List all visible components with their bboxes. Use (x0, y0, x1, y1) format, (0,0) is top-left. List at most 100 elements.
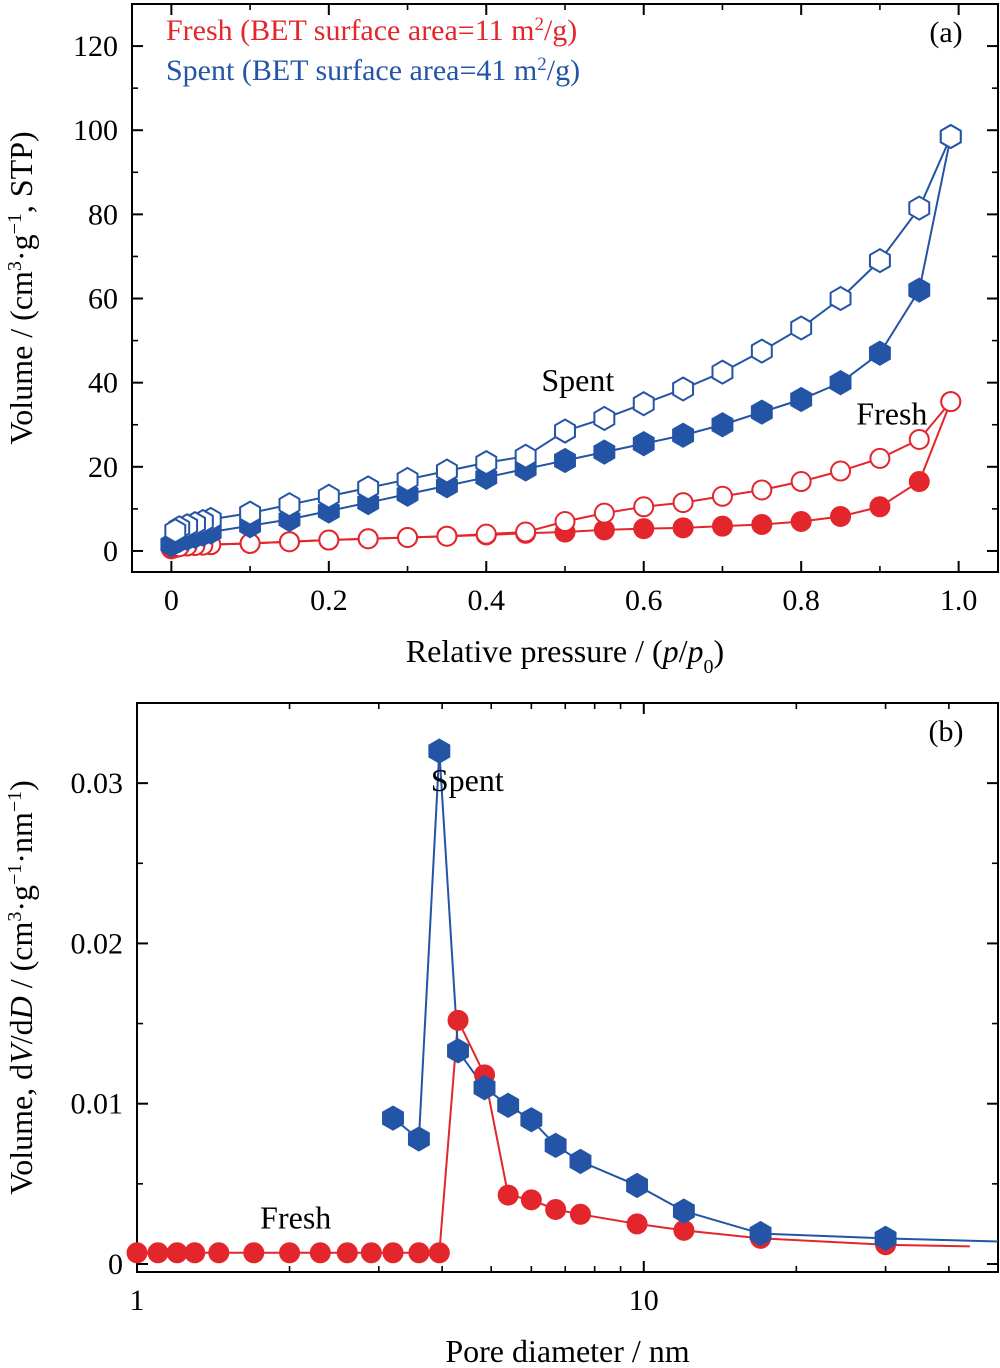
y-axis-title: Volume, dV/dD / (cm3·g−1·nm−1) (3, 780, 39, 1195)
data-point-fresh (184, 1242, 206, 1264)
y-axis-title-part-9: −1 (4, 791, 26, 812)
y-tick-label: 80 (88, 198, 118, 231)
y-axis-title: Volume / (cm3·g−1, STP) (3, 131, 39, 444)
data-point-spent (239, 500, 262, 526)
x-tick-label: 0.8 (782, 584, 820, 617)
x-tick-label: 1.0 (940, 584, 978, 617)
data-point-spent (790, 315, 813, 341)
annotation-spent: Spent (431, 762, 504, 798)
data-point-fresh (711, 485, 733, 507)
x-axis-title-part-1: p (661, 633, 679, 669)
data-point-spent (908, 277, 931, 303)
data-point-fresh (166, 1242, 188, 1264)
plot-frame (131, 3, 999, 573)
data-point-spent (750, 399, 773, 425)
panel-label: (a) (929, 16, 962, 49)
markers-spent-desorption (164, 123, 962, 544)
x-tick-label: 10 (629, 1284, 659, 1317)
y-tick-label: 20 (88, 451, 118, 484)
legend-sup: 2 (537, 54, 547, 75)
data-point-fresh (751, 479, 773, 501)
legend-entry-fresh: Fresh (BET surface area=11 m2/g) (166, 14, 577, 48)
y-axis-title-part-2: /d (3, 1019, 39, 1044)
data-point-fresh (126, 1242, 148, 1264)
data-point-fresh (545, 1198, 567, 1220)
data-point-fresh (554, 511, 576, 533)
data-point-spent (520, 1107, 543, 1133)
y-axis-title-part-2: ·g (3, 234, 39, 261)
data-point-spent (475, 449, 498, 476)
data-point-spent (749, 1220, 772, 1247)
data-point-spent (544, 1132, 567, 1159)
y-axis-title-part-1: 3 (4, 261, 26, 271)
data-point-spent (396, 466, 419, 493)
y-tick-label: 0.03 (71, 767, 124, 800)
y-tick-label: 60 (88, 283, 118, 316)
data-point-spent (711, 359, 734, 385)
data-point-fresh (497, 1184, 519, 1206)
data-point-spent (428, 738, 451, 764)
x-axis-title-part-0: Pore diameter / nm (445, 1333, 689, 1368)
annotation-spent: Spent (541, 362, 614, 398)
data-point-spent (632, 431, 655, 457)
data-point-fresh (515, 521, 537, 543)
data-point-fresh (830, 505, 852, 527)
data-point-fresh (408, 1242, 430, 1264)
data-point-fresh (593, 502, 615, 524)
data-point-spent (750, 338, 773, 364)
y-axis-title-part-5: 3 (4, 912, 26, 922)
data-point-fresh (626, 1213, 648, 1235)
data-point-spent (382, 1105, 404, 1131)
data-point-fresh (447, 1009, 469, 1031)
data-point-fresh (309, 1242, 331, 1264)
data-point-fresh (278, 531, 300, 553)
y-tick-label: 40 (88, 367, 118, 400)
series-spent-adsorption (170, 136, 952, 546)
legend-text: Fresh (BET surface area=11 m (166, 14, 534, 47)
data-point-fresh (318, 529, 340, 551)
data-point-spent (711, 412, 734, 438)
data-point-fresh (208, 1242, 230, 1264)
data-point-spent (447, 1038, 469, 1064)
y-axis-title-part-1: V (3, 1041, 39, 1064)
series-spent (392, 751, 998, 1243)
data-point-spent (554, 418, 576, 444)
data-point-fresh (336, 1242, 358, 1264)
markers-spent (382, 738, 897, 1251)
y-axis-title-part-0: Volume / (cm (3, 271, 39, 445)
legend-text-end: /g) (544, 14, 577, 47)
data-point-spent (593, 405, 616, 432)
data-point-spent (790, 386, 813, 413)
data-point-fresh (360, 1242, 382, 1264)
x-axis-title-part-5: ) (714, 633, 725, 669)
y-tick-label: 0 (103, 535, 118, 568)
data-point-fresh (520, 1189, 542, 1211)
series-line-spent (392, 751, 998, 1243)
data-point-spent (672, 1198, 695, 1224)
x-tick-label: 0.6 (625, 584, 663, 617)
x-axis-title-part-4: 0 (704, 656, 714, 678)
data-point-spent (626, 1172, 649, 1199)
data-point-fresh (475, 523, 497, 545)
annotation-fresh: Fresh (260, 1200, 331, 1236)
data-point-fresh (428, 1242, 450, 1264)
panel-a-isotherm: 0 0.2 0.4 0.6 0.8 1.0020406080100120Relative … (3, 3, 999, 678)
data-point-spent (672, 422, 695, 448)
y-tick-label: 0.02 (71, 927, 124, 960)
data-point-fresh (382, 1242, 404, 1264)
data-point-spent (278, 492, 301, 518)
y-axis-title-part-8: ·nm (3, 812, 39, 864)
data-point-fresh (436, 525, 458, 547)
data-point-fresh (711, 515, 733, 537)
y-axis-title-part-10: ) (3, 780, 39, 791)
data-point-spent (632, 391, 655, 417)
data-point-spent (908, 195, 931, 221)
annotation-fresh: Fresh (856, 396, 927, 432)
data-point-fresh (243, 1242, 265, 1264)
x-axis-title-part-2: / (679, 633, 688, 669)
x-tick-label: 0.4 (468, 584, 506, 617)
data-point-spent (514, 443, 537, 469)
markers-spent-adsorption (160, 123, 962, 558)
data-point-spent (407, 1126, 430, 1152)
